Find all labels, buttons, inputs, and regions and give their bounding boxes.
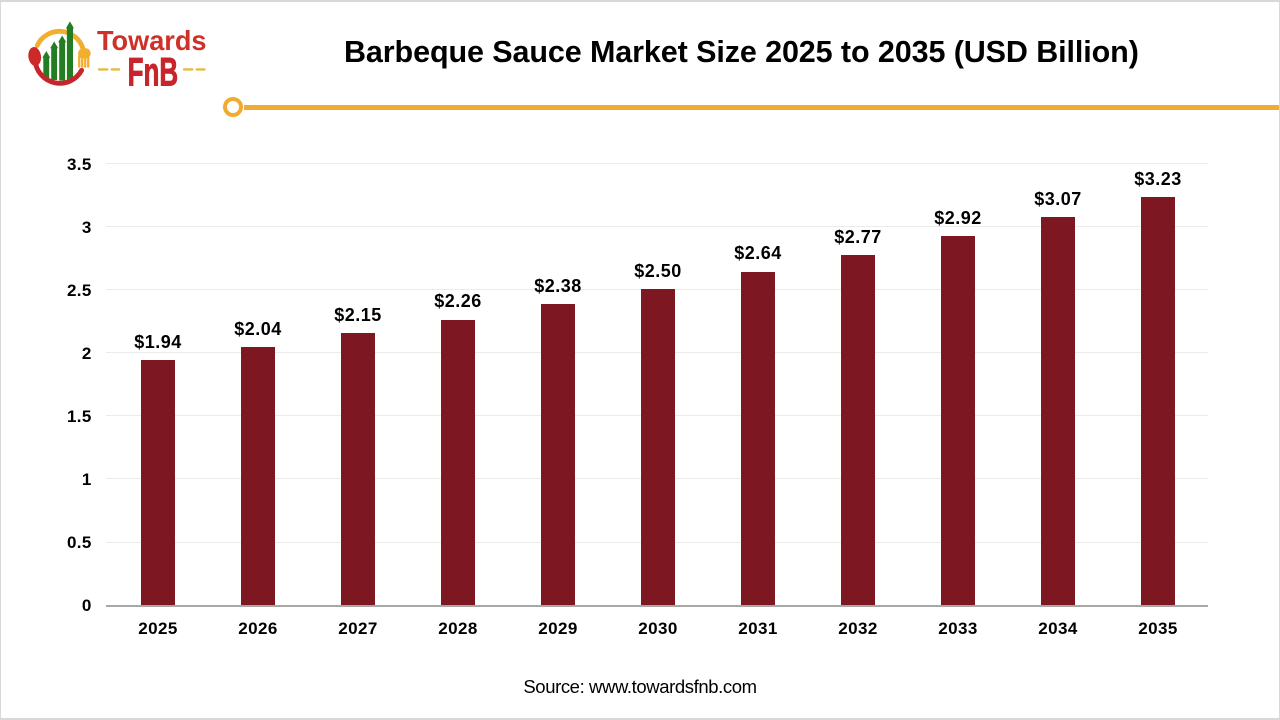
svg-text:FnB: FnB xyxy=(128,50,179,95)
svg-text:Towards: Towards xyxy=(97,25,207,56)
